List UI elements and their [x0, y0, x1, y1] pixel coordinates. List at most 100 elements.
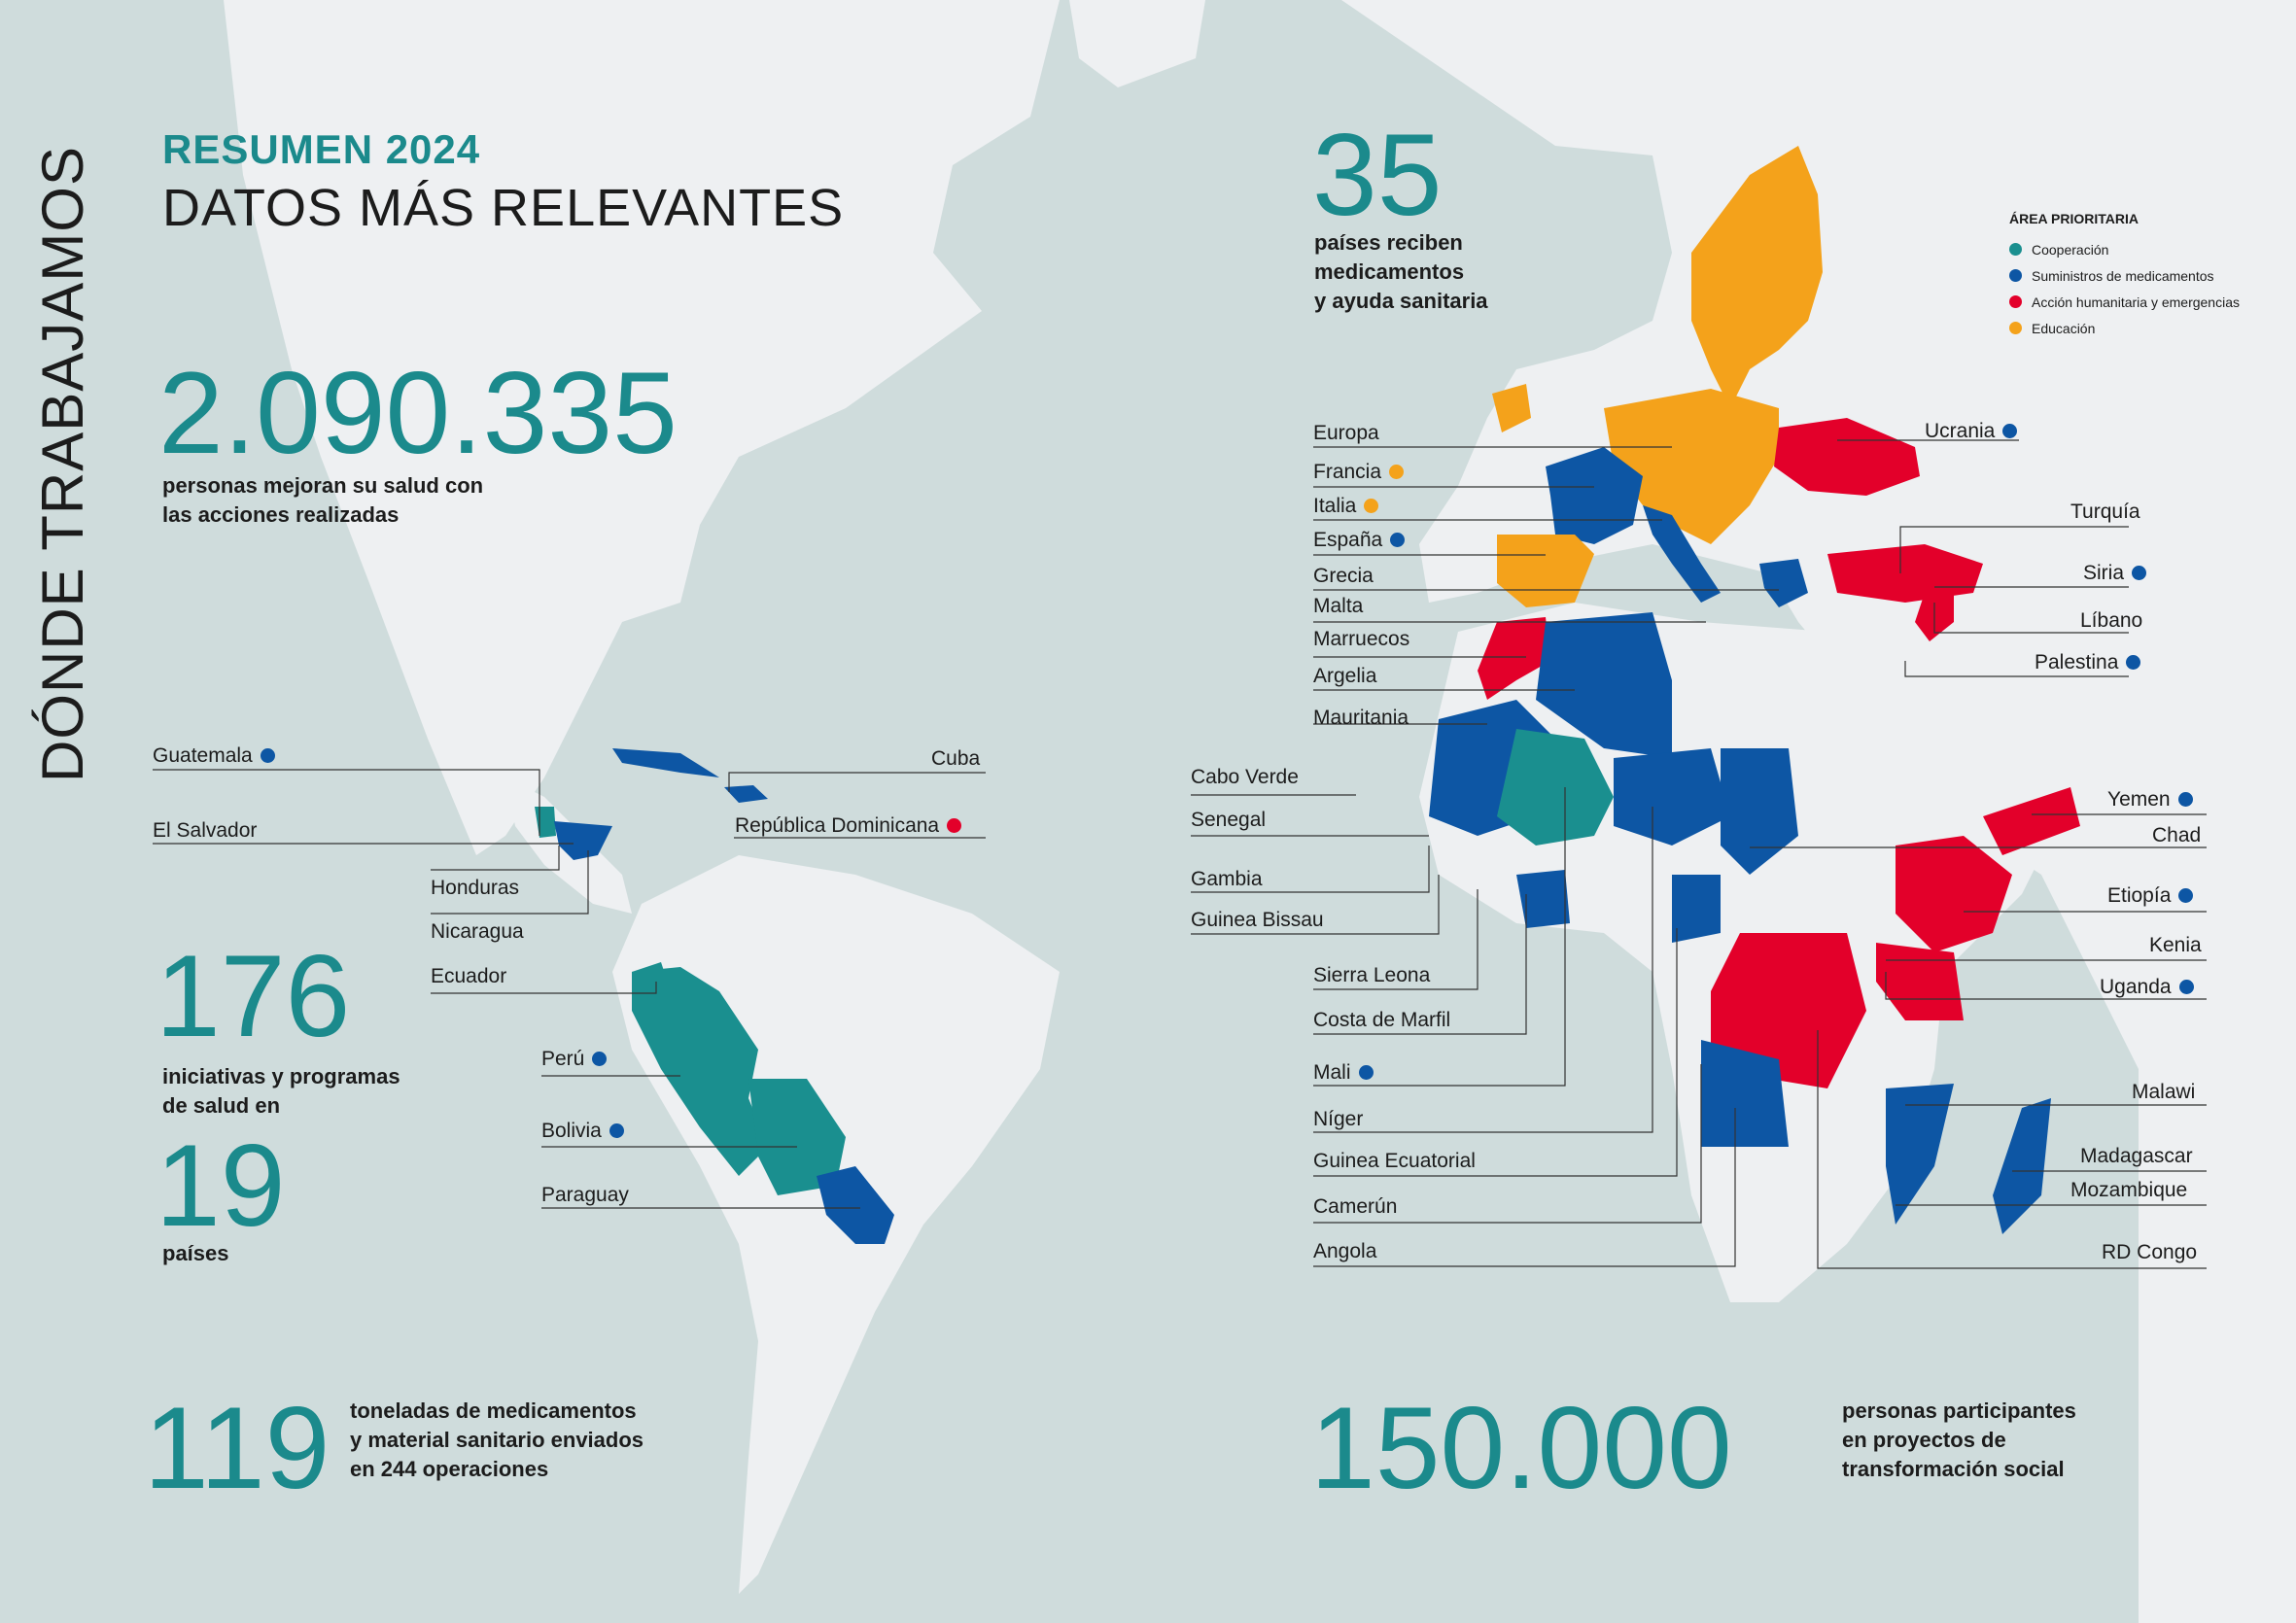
label-guatemala: Guatemala — [153, 744, 275, 768]
bolivia-shape — [748, 1079, 846, 1195]
camerun-shape — [1672, 875, 1721, 943]
label-argelia: Argelia — [1313, 665, 1377, 687]
label-marruecos: Marruecos — [1313, 628, 1410, 650]
label-italia: Italia — [1313, 495, 1379, 518]
dot-suministros — [2002, 424, 2018, 438]
legend-dot — [2009, 322, 2022, 334]
legend-title: ÁREA PRIORITARIA — [2009, 211, 2139, 226]
label-text: Bolivia — [541, 1120, 602, 1142]
dot-suministros — [2178, 888, 2194, 903]
dot-educacion — [1389, 465, 1405, 479]
label-peru: Perú — [541, 1048, 608, 1071]
stat-people-value: 2.090.335 — [158, 348, 678, 478]
label-espana: España — [1313, 529, 1406, 552]
dot-suministros — [609, 1123, 624, 1138]
label-grecia: Grecia — [1313, 565, 1374, 587]
label-camerun: Camerún — [1313, 1195, 1398, 1218]
scandinavia-shape — [1691, 146, 1823, 408]
stat-tons-line2: y material sanitario enviados — [350, 1428, 644, 1452]
label-mozambique: Mozambique — [2070, 1179, 2188, 1201]
stat-receive-value: 35 — [1312, 110, 1443, 240]
dot-suministros — [2177, 792, 2193, 807]
legend-item-educacion: Educación — [2009, 315, 2240, 341]
label-el-salvador: El Salvador — [153, 819, 258, 842]
label-text: Siria — [2083, 562, 2125, 584]
label-cabo-verde: Cabo Verde — [1191, 766, 1299, 788]
label-text: Perú — [541, 1048, 585, 1070]
label-text: Mali — [1313, 1061, 1351, 1084]
dot-humanitaria — [947, 818, 962, 833]
label-libano: Líbano — [2080, 609, 2143, 632]
label-nicaragua: Nicaragua — [431, 920, 524, 943]
stat-participants-line3: transformación social — [1842, 1457, 2065, 1481]
legend-label: Suministros de medicamentos — [2032, 267, 2214, 284]
costa-de-marfil-shape — [1516, 870, 1570, 928]
stat-receive-line2: medicamentos — [1314, 259, 1465, 284]
rd-congo-shape — [1711, 933, 1866, 1088]
north-america-landmass — [224, 0, 1060, 855]
label-text: España — [1313, 529, 1383, 551]
label-uganda: Uganda — [2100, 976, 2194, 999]
label-text: Yemen — [2107, 788, 2171, 811]
label-malawi: Malawi — [2132, 1081, 2196, 1103]
morocco-shape — [1478, 617, 1550, 700]
italy-shape — [1643, 505, 1721, 603]
label-mauritania: Mauritania — [1313, 707, 1409, 729]
label-paraguay: Paraguay — [541, 1184, 629, 1206]
kenia-uganda-shape — [1876, 943, 1964, 1020]
label-angola: Angola — [1313, 1240, 1377, 1262]
legend-item-cooperacion: Cooperación — [2009, 236, 2240, 262]
stat-countries-value: 19 — [156, 1121, 286, 1251]
legend-label: Acción humanitaria y emergencias — [2032, 294, 2240, 310]
stat-participants-value: 150.000 — [1310, 1383, 1732, 1513]
legend-item-humanitaria: Acción humanitaria y emergencias — [2009, 289, 2240, 315]
etiopia-shape — [1896, 836, 2012, 952]
label-cuba: Cuba — [931, 747, 981, 770]
ukraine-shape — [1774, 418, 1920, 496]
label-text: Palestina — [2035, 651, 2119, 673]
label-rd-congo: RD Congo — [2102, 1241, 2198, 1263]
stat-participants-line1: personas participantes — [1842, 1399, 2076, 1423]
label-europa: Europa — [1313, 422, 1379, 444]
label-palestina: Palestina — [2035, 651, 2141, 674]
eurasia-landmass — [1341, 0, 2296, 1623]
label-siria: Siria — [2083, 562, 2147, 585]
label-honduras: Honduras — [431, 877, 520, 899]
stat-initiatives-line2: de salud en — [162, 1093, 281, 1118]
stat-tons-line3: en 244 operaciones — [350, 1457, 549, 1481]
label-text: Italia — [1313, 495, 1357, 517]
stat-people-text: personas mejoran su salud con las accion… — [162, 471, 483, 530]
legend-label: Cooperación — [2032, 241, 2109, 258]
label-guinea-bissau: Guinea Bissau — [1191, 909, 1324, 931]
mozambique-shape — [1886, 1084, 1954, 1225]
label-text: Etiopía — [2107, 884, 2172, 907]
legend-dot — [2009, 243, 2022, 256]
dot-suministros — [2178, 980, 2194, 994]
stat-participants-line2: en proyectos de — [1842, 1428, 2006, 1452]
label-ecuador: Ecuador — [431, 965, 507, 987]
peru-shape — [632, 967, 768, 1176]
stat-initiatives-line1: iniciativas y programas — [162, 1064, 400, 1088]
label-etiopia: Etiopía — [2107, 884, 2194, 908]
paraguay-shape — [817, 1166, 894, 1244]
stat-tons-line1: toneladas de medicamentos — [350, 1399, 637, 1423]
angola-shape — [1701, 1040, 1789, 1147]
dominican-shape — [724, 785, 768, 803]
stat-initiatives-value: 176 — [156, 931, 351, 1061]
legend-dot — [2009, 295, 2022, 308]
label-costa-de-marfil: Costa de Marfil — [1313, 1009, 1451, 1031]
summary-overline: RESUMEN 2024 — [162, 126, 481, 172]
stat-receive-line3: y ayuda sanitaria — [1314, 289, 1488, 313]
stat-receive-line1: países reciben — [1314, 230, 1463, 255]
label-text: Guatemala — [153, 744, 253, 767]
label-ucrania: Ucrania — [1925, 420, 2018, 443]
label-yemen: Yemen — [2107, 788, 2193, 812]
legend-dot — [2009, 269, 2022, 282]
arctic-landmass — [1069, 0, 1205, 87]
dot-educacion — [1364, 499, 1379, 513]
label-text: Ucrania — [1925, 420, 1996, 442]
label-bolivia: Bolivia — [541, 1120, 624, 1143]
chad-shape — [1721, 748, 1798, 875]
